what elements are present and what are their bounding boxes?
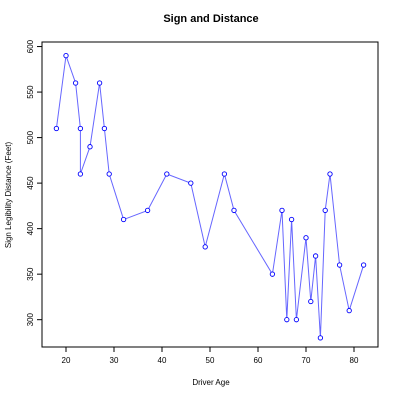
data-point	[101, 125, 108, 132]
data-point	[346, 307, 352, 314]
data-point	[322, 207, 328, 214]
data-point	[312, 253, 319, 259]
x-axis: 20 30 40 50 60 70 80	[62, 346, 359, 365]
data-point	[288, 216, 295, 223]
data-point	[284, 317, 290, 323]
data-point	[202, 244, 208, 250]
x-tick-label: 20	[62, 356, 71, 365]
x-axis-label: Driver Age	[192, 378, 230, 387]
x-tick-label: 80	[350, 356, 359, 365]
data-point	[221, 171, 228, 177]
y-tick-label: 300	[26, 312, 35, 326]
data-point	[106, 171, 112, 177]
data-point	[144, 207, 151, 214]
data-point	[269, 271, 276, 277]
x-tick-label: 30	[110, 356, 119, 365]
data-point	[279, 207, 285, 214]
data-point	[72, 80, 79, 86]
x-tick-label: 70	[302, 356, 311, 365]
data-point	[63, 53, 69, 59]
y-tick-label: 500	[26, 130, 35, 144]
data-point	[231, 207, 237, 214]
data-point	[327, 171, 333, 177]
data-point	[87, 144, 93, 150]
data-point	[53, 125, 60, 132]
x-tick-label: 60	[254, 356, 263, 365]
data-point	[77, 171, 84, 177]
series-line	[55, 55, 365, 338]
y-tick-label: 600	[26, 39, 35, 53]
y-tick-label: 400	[26, 221, 35, 235]
y-axis-label: Sign Legibility Distance (Feet)	[4, 142, 13, 249]
data-point	[164, 171, 170, 177]
data-point	[336, 262, 343, 268]
data-point	[303, 235, 309, 241]
x-tick-label: 40	[158, 356, 167, 365]
data-point	[293, 317, 300, 323]
data-point	[317, 335, 324, 341]
data-point	[188, 180, 194, 186]
y-tick-label: 350	[26, 267, 35, 281]
y-axis: 300 350 400 450 500 550 600	[26, 39, 43, 326]
x-tick-label: 50	[206, 356, 215, 365]
data-point	[360, 262, 367, 268]
data-point	[120, 216, 127, 223]
data-points	[53, 53, 367, 341]
data-point	[308, 298, 314, 305]
y-tick-label: 450	[26, 176, 35, 190]
y-tick-label: 550	[26, 85, 35, 99]
chart-title: Sign and Distance	[163, 13, 258, 25]
data-point	[77, 125, 84, 132]
data-point	[96, 80, 103, 86]
